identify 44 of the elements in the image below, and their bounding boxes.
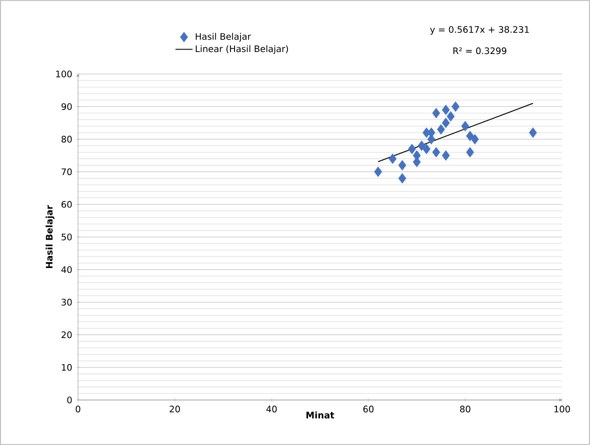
y-tick-label: 40 (61, 266, 72, 273)
x-tick-label: 60 (363, 406, 374, 412)
y-tick-label: 100 (56, 70, 72, 78)
x-tick-label: 80 (460, 406, 470, 412)
y-tick-label: 10 (62, 364, 72, 371)
legend-label: Linear (Hasil Belajar) (196, 45, 288, 54)
point (446, 111, 455, 122)
x-tick-label: 40 (266, 406, 277, 412)
x-axis-title: Minat (306, 412, 334, 418)
point (418, 140, 426, 151)
point (466, 130, 474, 142)
point (442, 118, 450, 128)
y-tick-label: 50 (62, 234, 72, 240)
point (398, 173, 406, 184)
y-tick-label: 0 (67, 396, 72, 404)
x-tick-label: 20 (170, 406, 180, 412)
point (529, 127, 537, 138)
point (437, 124, 445, 135)
point (466, 147, 474, 158)
x-tick-label: 100 (554, 406, 570, 412)
y-axis-title: Hasil Belajar (46, 205, 54, 268)
y-tick-label: 90 (62, 103, 72, 110)
legend-label: Hasil Belajar (196, 32, 252, 42)
y-tick-label: 80 (62, 136, 72, 143)
point (470, 134, 479, 144)
point (408, 144, 416, 154)
point (452, 101, 460, 112)
point (422, 127, 430, 138)
point (422, 144, 430, 154)
point (388, 154, 397, 164)
y-tick-label: 30 (62, 298, 72, 306)
point (442, 150, 450, 161)
text: y = 0.5617x + 38.231 (430, 26, 529, 35)
y-tick-label: 60 (62, 201, 72, 208)
x-tick-label: 0 (76, 406, 80, 412)
point (432, 147, 440, 158)
point (432, 108, 440, 118)
point (398, 160, 406, 170)
point (461, 120, 470, 132)
point (442, 104, 450, 116)
point (374, 166, 382, 177)
y-tick-label: 20 (62, 331, 72, 338)
text: R² = 0.3299 (453, 47, 506, 54)
y-tick-label: 70 (62, 168, 72, 176)
